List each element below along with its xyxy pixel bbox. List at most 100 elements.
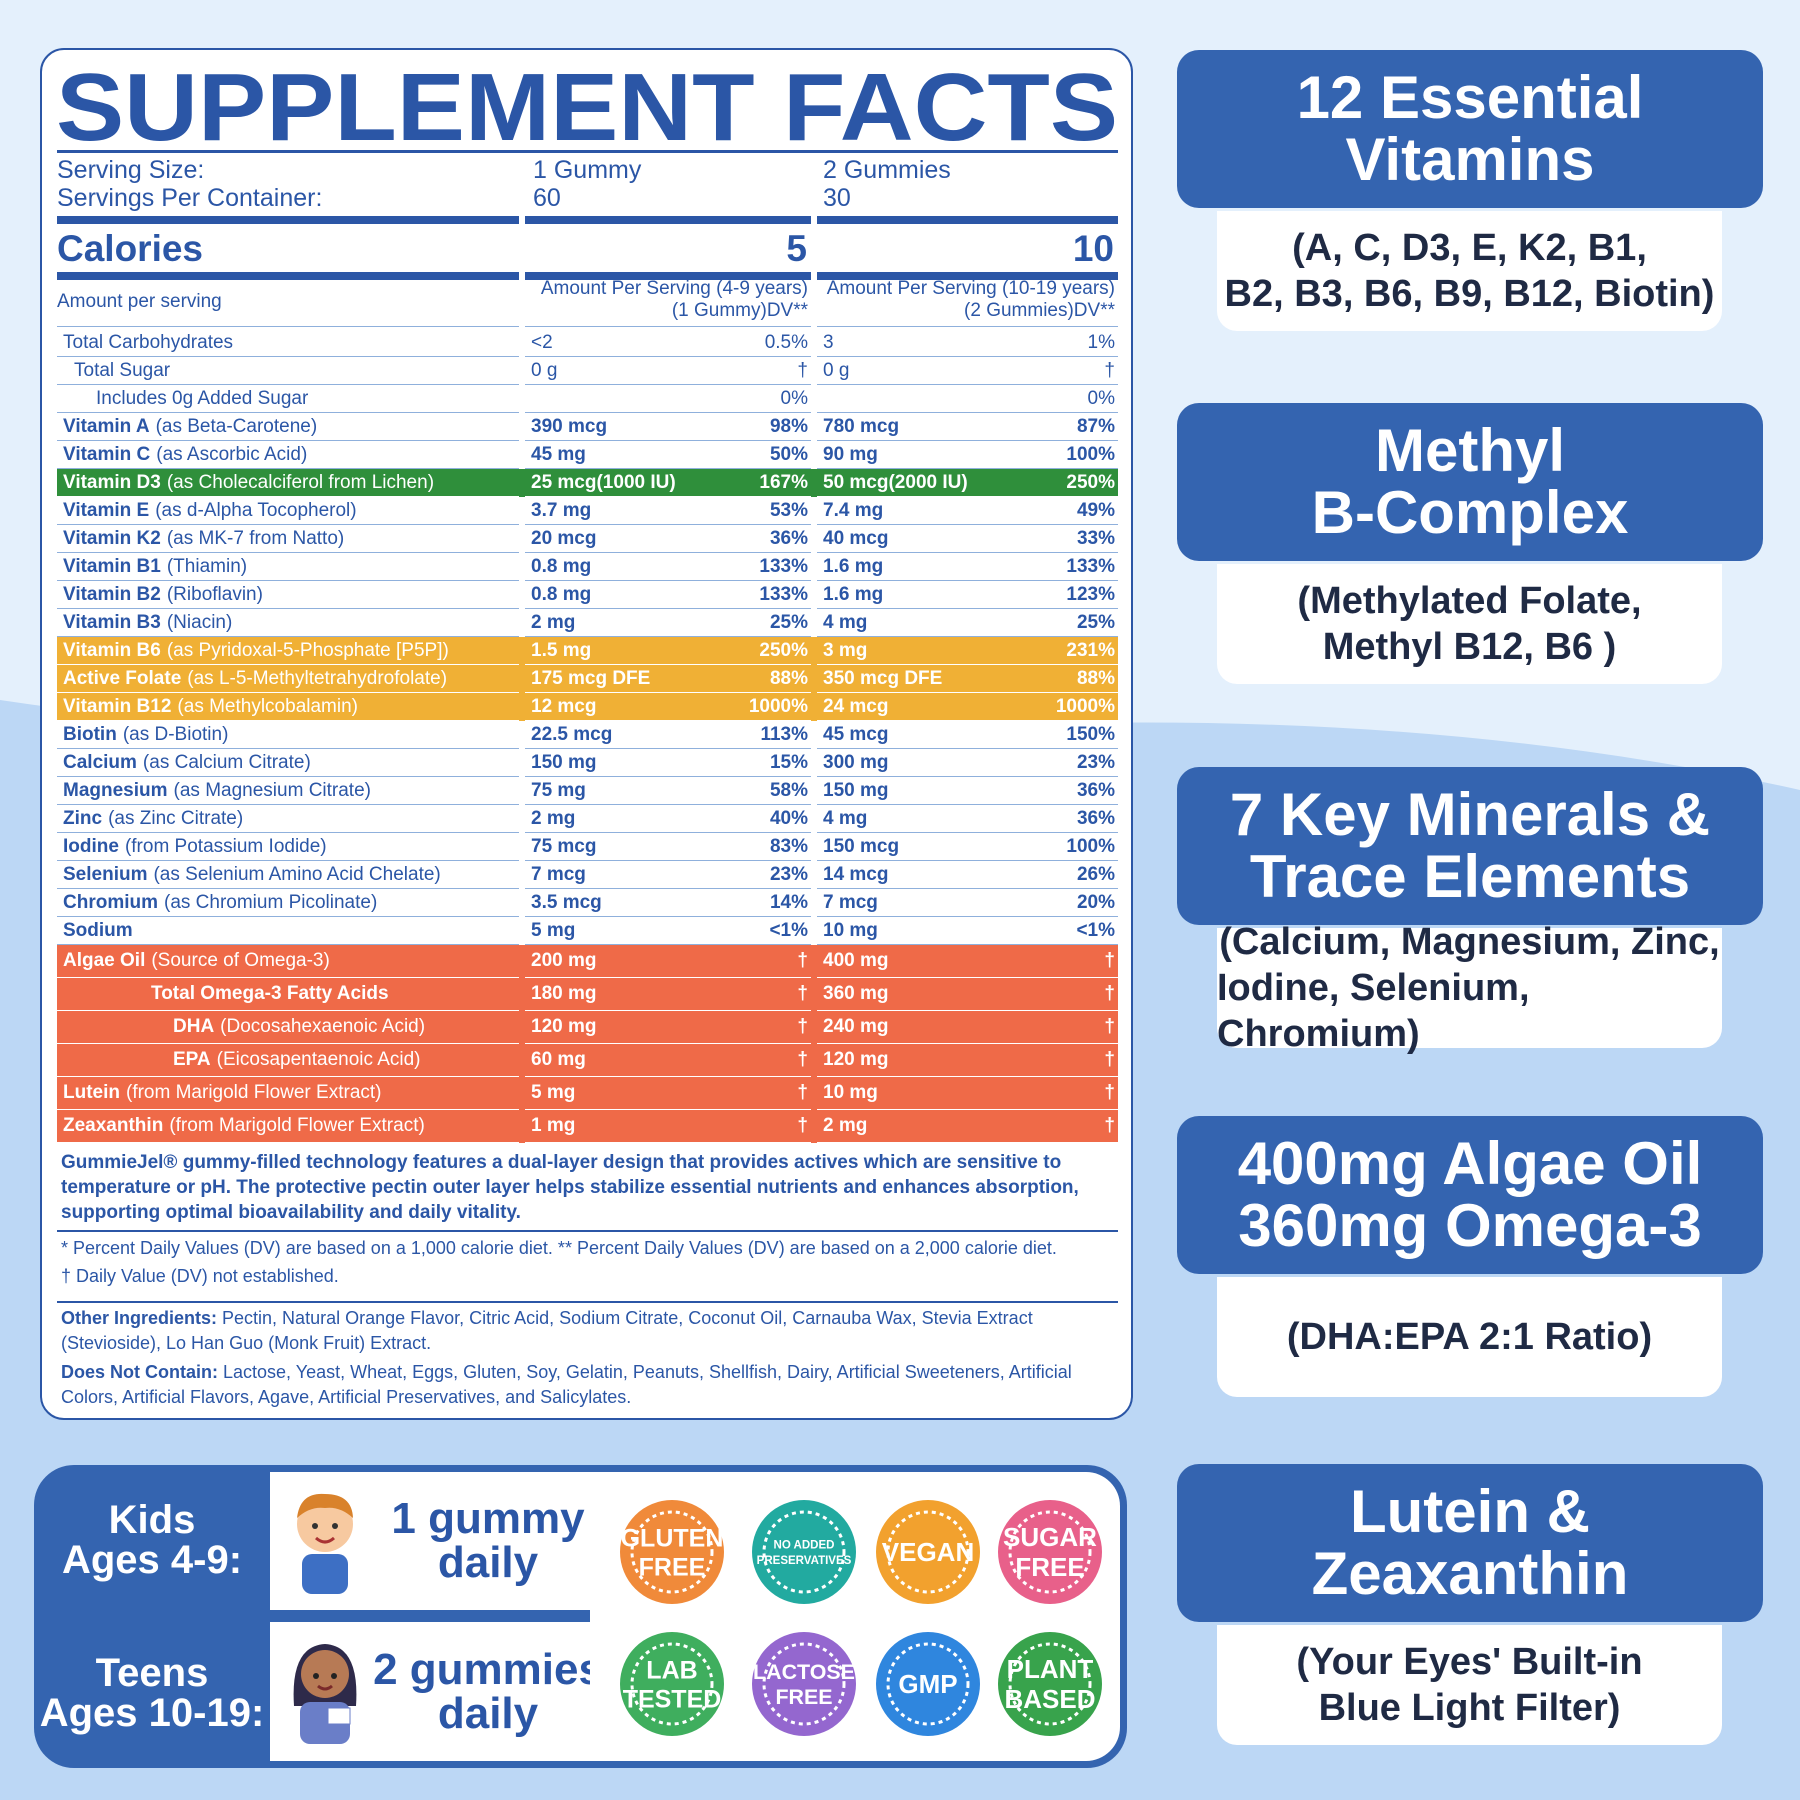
badge-inner: [886, 1642, 970, 1726]
kids-value-cell: 75 mg 58%: [525, 777, 811, 805]
calories-label: Calories: [57, 228, 204, 269]
teens-value-cell: 0 g †: [817, 357, 1118, 385]
nutrient-name-cell: EPA (Eicosapentaenoic Acid): [57, 1044, 519, 1077]
nutrient-name: Total Sugar: [74, 359, 171, 381]
nutrient-name: Vitamin A: [63, 415, 150, 437]
nutrient-detail: (Niacin): [166, 611, 233, 633]
amount: 40 mcg: [823, 527, 889, 549]
nutrient-detail: (as Pyridoxal-5-Phosphate [P5P]): [166, 639, 449, 661]
daily-value: 88%: [1076, 667, 1115, 689]
teens-value-cell: 40 mcg 33%: [817, 525, 1118, 553]
serving-teens: 2 Gummies 30: [817, 156, 1124, 212]
amount: 175 mcg DFE: [531, 667, 651, 689]
daily-value: 40%: [769, 807, 808, 829]
amount: <2: [531, 331, 553, 353]
nutrient-row: Zeaxanthin (from Marigold Flower Extract)…: [57, 1110, 1118, 1143]
teens-value-cell: 3 1%: [817, 329, 1118, 357]
nutrient-name: Biotin: [63, 723, 117, 745]
heading-line: 7 Key Minerals &: [1229, 781, 1711, 848]
teens-value-cell: 4 mg 36%: [817, 805, 1118, 833]
nutrient-row: Vitamin K2 (as MK-7 from Natto) 20 mcg 36% 4…: [57, 525, 1118, 553]
amount: 3 mg: [823, 639, 868, 661]
kids-value-cell: 0 g †: [525, 357, 811, 385]
rule: [57, 1301, 1118, 1303]
benefit-detail: (Your Eyes' Built-in Blue Light Filter): [1217, 1625, 1722, 1745]
badge-text: LACTOSE: [753, 1660, 855, 1684]
nutrient-name-cell: Vitamin B12 (as Methylcobalamin): [57, 693, 519, 721]
dose-line: daily: [437, 1688, 539, 1738]
daily-value: †: [797, 950, 808, 971]
detail-line: Blue Light Filter): [1318, 1687, 1621, 1729]
daily-value: 26%: [1076, 863, 1115, 885]
amount: 2 mg: [823, 1115, 868, 1136]
daily-value: 20%: [1076, 891, 1115, 913]
nutrient-name-cell: Vitamin B3 (Niacin): [57, 609, 519, 637]
nutrient-row: DHA (Docosahexaenoic Acid) 120 mg † 240 mg †: [57, 1011, 1118, 1044]
daily-value: †: [1104, 1115, 1115, 1136]
detail-line: (DHA:EPA 2:1 Ratio): [1286, 1316, 1653, 1358]
badge-inner: [762, 1642, 846, 1726]
nutrient-name: EPA: [173, 1049, 211, 1070]
detail-line: Methyl B12, B6 ): [1322, 626, 1617, 668]
amount: 20 mcg: [531, 527, 597, 549]
nutrient-name: Vitamin E: [63, 499, 150, 521]
daily-value: 88%: [769, 667, 808, 689]
daily-value: 50%: [769, 443, 808, 465]
benefit-heading: 400mg Algae Oil 360mg Omega-3: [1177, 1116, 1763, 1274]
amount: 350 mcg DFE: [823, 667, 943, 689]
daily-value: 23%: [769, 863, 808, 885]
nutrient-row: Total Omega-3 Fatty Acids 180 mg † 360 mg †: [57, 978, 1118, 1011]
benefit-heading: Lutein & Zeaxanthin: [1177, 1464, 1763, 1622]
kids-value-cell: 45 mg 50%: [525, 441, 811, 469]
label: Does Not Contain:: [61, 1362, 218, 1382]
daily-value: 123%: [1066, 583, 1115, 605]
badge-ring: [876, 1632, 980, 1736]
amount: 360 mg: [823, 983, 889, 1004]
kids-value-cell: 2 mg 40%: [525, 805, 811, 833]
nutrient-row: Vitamin E (as d-Alpha Tocopherol) 3.7 mg 53…: [57, 497, 1118, 525]
amount: 1.6 mg: [823, 555, 884, 577]
nutrient-name-cell: Vitamin B6 (as Pyridoxal-5-Phosphate [P5P…: [57, 637, 519, 665]
amount-label: Amount per serving: [57, 278, 519, 327]
nutrient-name: Vitamin B12: [63, 695, 172, 717]
amount: 12 mcg: [531, 695, 597, 717]
badge-inner: [886, 1510, 970, 1594]
nutrient-name: Vitamin C: [63, 443, 151, 465]
badge-ring: [998, 1500, 1102, 1604]
kids-value-cell: 3.5 mcg 14%: [525, 889, 811, 917]
kids-value-cell: 200 mg †: [525, 945, 811, 978]
serving-size: 2 Gummies: [823, 156, 951, 184]
amount: 240 mg: [823, 1016, 889, 1037]
kids-value-cell: <2 0.5%: [525, 329, 811, 357]
detail-line: (Your Eyes' Built-in: [1296, 1641, 1643, 1683]
badge-text: TESTED: [623, 1685, 722, 1713]
amount: 120 mg: [823, 1049, 889, 1070]
daily-value: †: [1104, 1049, 1115, 1070]
nutrient-row: Vitamin B2 (Riboflavin) 0.8 mg 133% 1.6 mg 12…: [57, 581, 1118, 609]
nutrient-detail: (as Beta-Carotene): [155, 415, 318, 437]
amount: 2 mg: [531, 611, 576, 633]
daily-value: †: [1104, 1016, 1115, 1037]
kids-value-cell: 60 mg †: [525, 1044, 811, 1077]
daily-value: <1%: [1076, 919, 1115, 941]
dose-text: 1 gummy daily: [370, 1472, 606, 1610]
badge-ring: [752, 1632, 856, 1736]
nutrient-name-cell: DHA (Docosahexaenoic Acid): [57, 1011, 519, 1044]
benefit-detail: (Calcium, Magnesium, Zinc, Iodine, Seleni…: [1217, 921, 1722, 1055]
benefit-detail: (Methylated Folate, Methyl B12, B6 ): [1217, 564, 1722, 684]
kids-value-cell: 1 mg †: [525, 1110, 811, 1143]
nutrient-detail: (Source of Omega-3): [151, 950, 330, 971]
teens-value-cell: 10 mg †: [817, 1077, 1118, 1110]
amount: 180 mg: [531, 983, 597, 1004]
kids-value-cell: 0.8 mg 133%: [525, 581, 811, 609]
amount-header-line: (1 Gummy)DV**: [671, 300, 808, 321]
nutrient-row: EPA (Eicosapentaenoic Acid) 60 mg † 120 mg †: [57, 1044, 1118, 1077]
amount: 1.5 mg: [531, 639, 592, 661]
calories-kids: 5: [786, 228, 807, 269]
nutrient-row: Iodine (from Potassium Iodide) 75 mcg 83% 15…: [57, 833, 1118, 861]
daily-value: 36%: [1076, 807, 1115, 829]
nutrient-name: Vitamin B2: [63, 583, 161, 605]
badge-ring: [876, 1500, 980, 1604]
nutrient-row: Lutein (from Marigold Flower Extract) 5 mg…: [57, 1077, 1118, 1110]
teens-value-cell: 10 mg <1%: [817, 917, 1118, 945]
